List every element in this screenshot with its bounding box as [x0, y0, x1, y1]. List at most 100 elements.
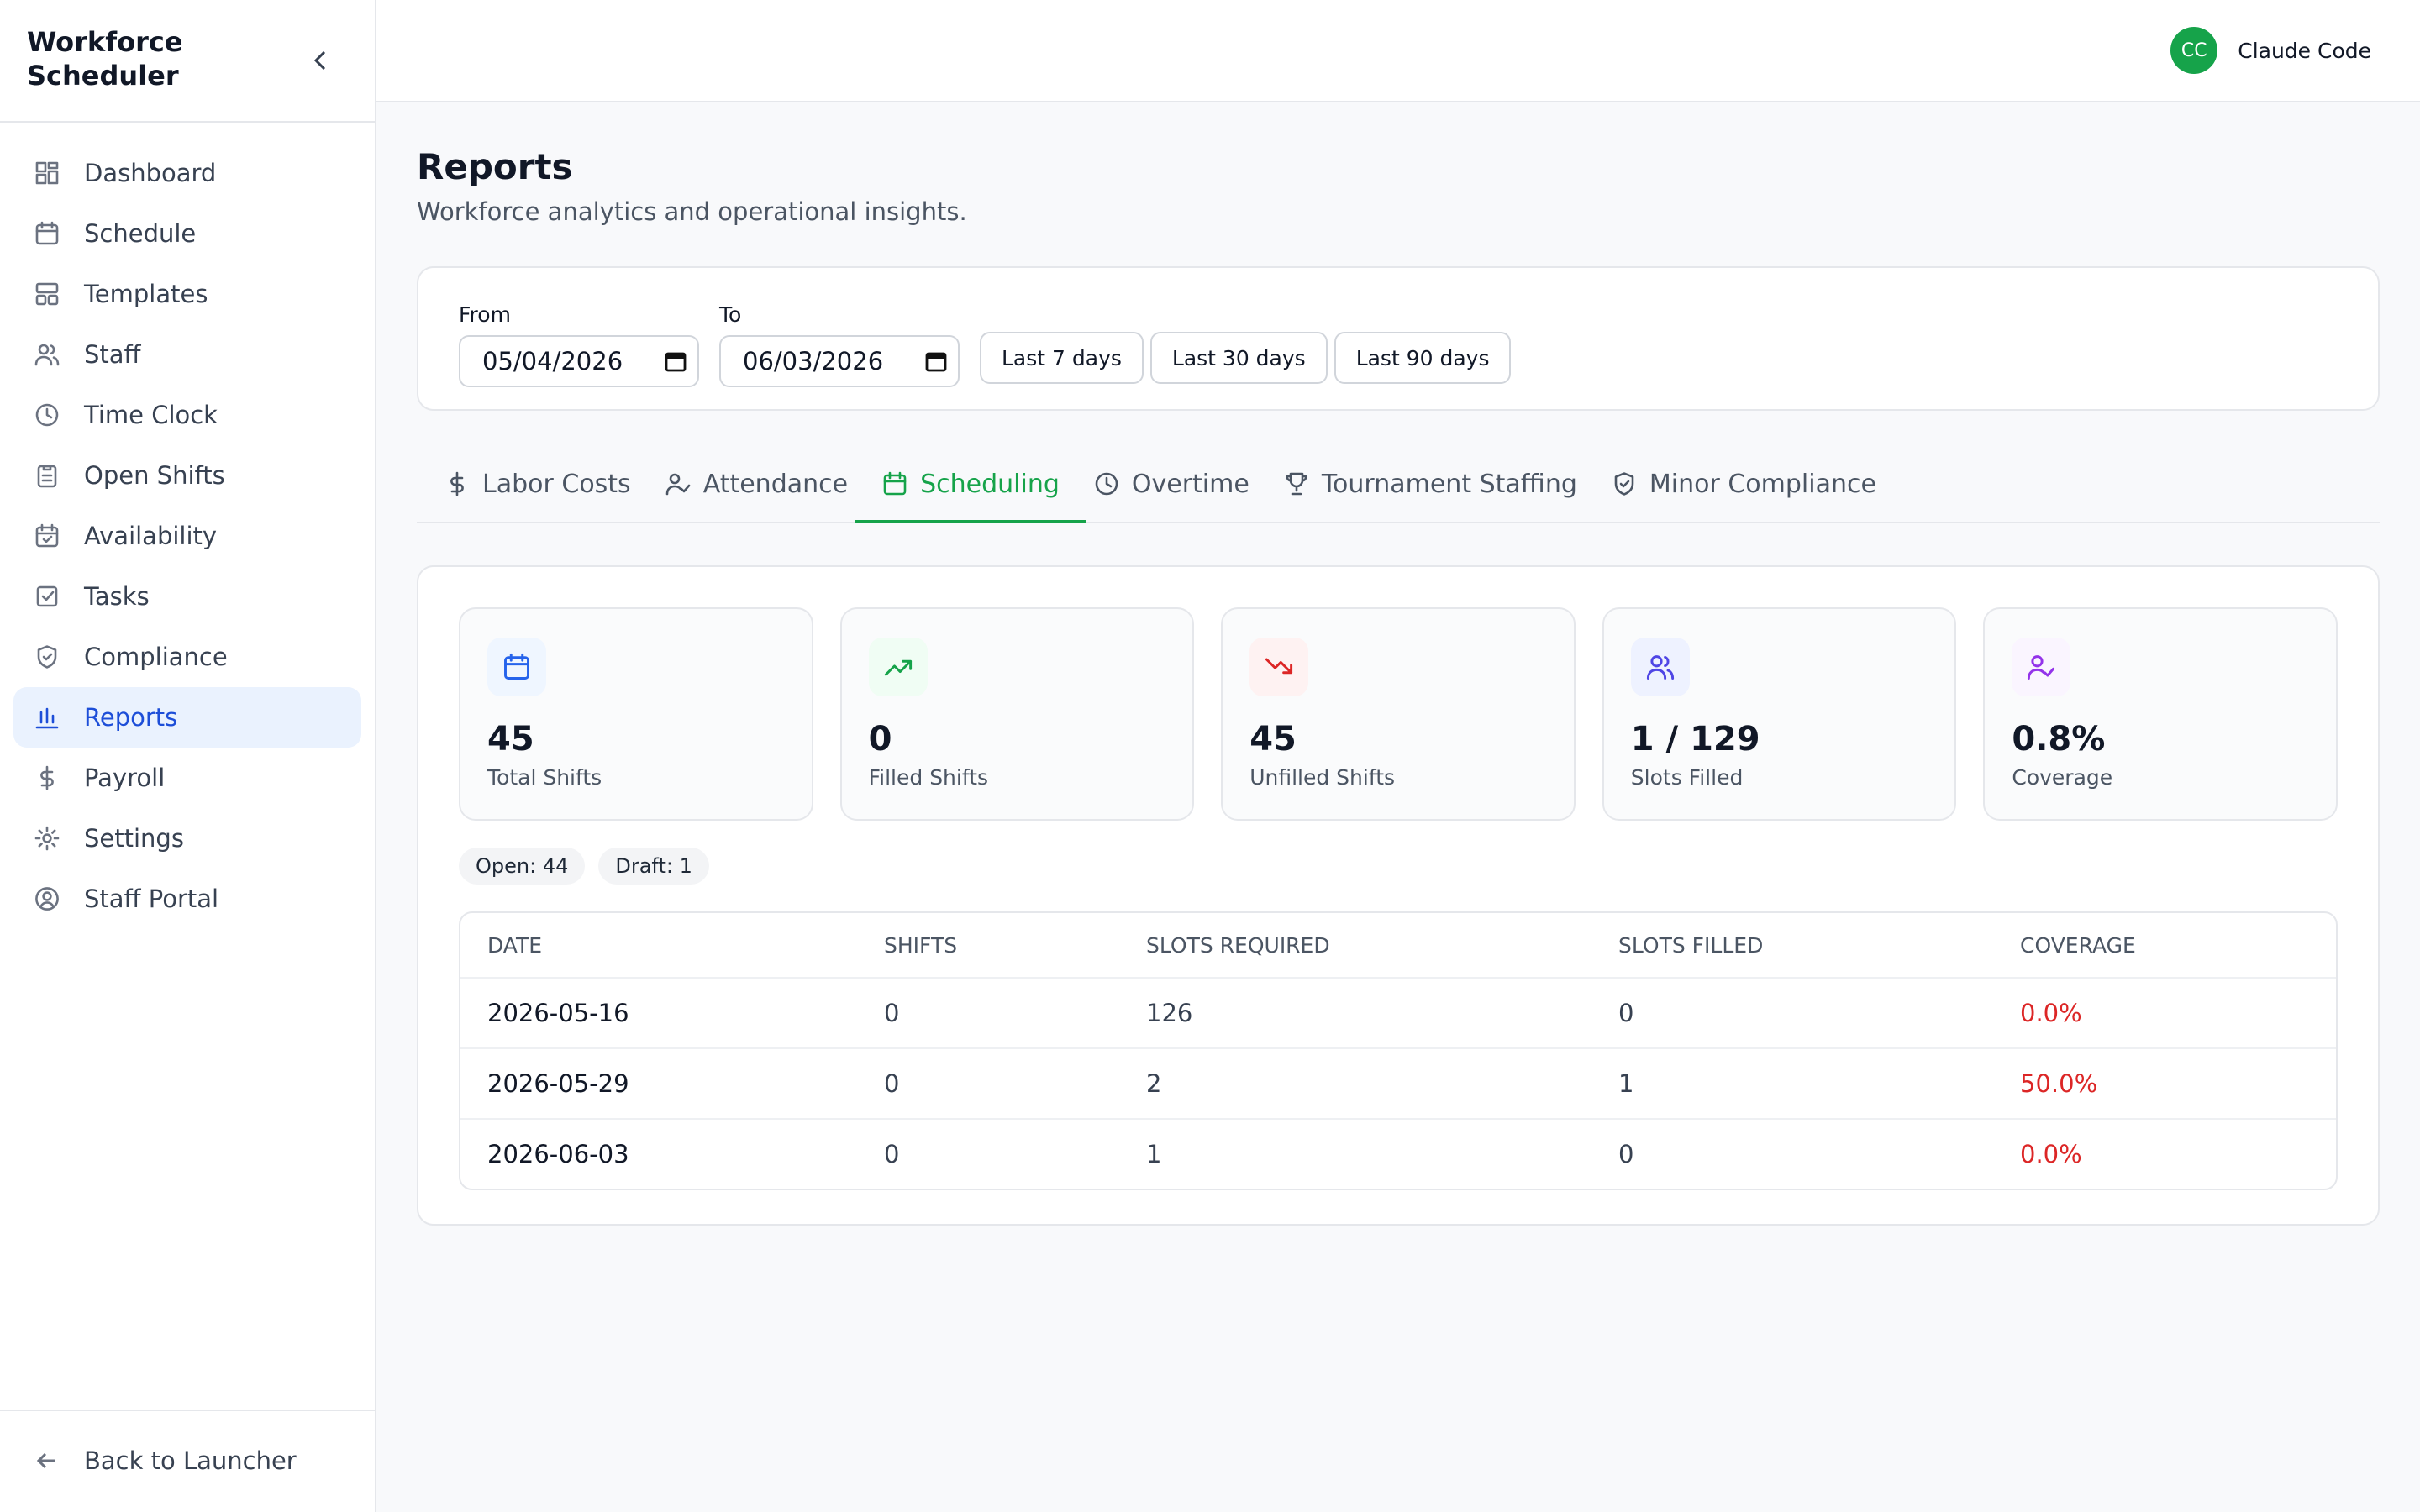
- nav-label: Time Clock: [84, 401, 218, 429]
- column-header: SLOTS FILLED: [1618, 932, 1764, 958]
- nav-item[interactable]: Time Clock: [13, 385, 361, 445]
- page-subtitle: Workforce analytics and operational insi…: [417, 197, 967, 226]
- status-badge: Draft: 1: [598, 848, 709, 885]
- report-card: 45 Total Shifts 0 Filled Shifts 45 Unfilled S…: [417, 565, 2380, 1226]
- table-cell: 126: [1146, 999, 1193, 1027]
- stat-card: 0.8% Coverage: [1983, 607, 2338, 821]
- icon: [35, 523, 59, 548]
- icon: [665, 352, 687, 372]
- from-group: From 05/04/2026: [459, 302, 699, 387]
- stat-card: 45 Unfilled Shifts: [1221, 607, 1576, 821]
- table-row: 2026-05-16 0 126 0 0.0%: [460, 977, 2336, 1047]
- table-cell: 2026-05-16: [487, 999, 629, 1027]
- table-cell: 0.0%: [2020, 999, 2082, 1027]
- icon: [34, 826, 60, 851]
- tab-label: Minor Compliance: [1649, 469, 1876, 499]
- nav-item[interactable]: Templates: [13, 264, 361, 324]
- icon: [35, 707, 59, 729]
- to-input[interactable]: 06/03/2026: [719, 335, 960, 387]
- stat-card: 0 Filled Shifts: [839, 607, 1195, 821]
- topbar: CC Claude Code: [376, 0, 2420, 102]
- nav-label: Schedule: [84, 219, 197, 248]
- nav-label: Reports: [84, 703, 178, 732]
- user-name: Claude Code: [2238, 38, 2371, 63]
- table-cell: 2: [1146, 1069, 1162, 1098]
- icon: [35, 403, 59, 427]
- tab-label: Labor Costs: [482, 469, 631, 499]
- nav-item[interactable]: Availability: [13, 506, 361, 566]
- nav-item[interactable]: Open Shifts: [13, 445, 361, 506]
- nav-item[interactable]: Staff: [13, 324, 361, 385]
- stat-label: Total Shifts: [487, 765, 602, 790]
- tab[interactable]: Overtime: [1093, 448, 1249, 523]
- page-title: Reports: [417, 146, 573, 187]
- back-link[interactable]: Back to Launcher: [0, 1410, 375, 1510]
- column-header: DATE: [487, 932, 543, 958]
- avatar: CC: [2170, 27, 2218, 74]
- preset-button[interactable]: Last 7 days: [980, 332, 1144, 384]
- stat-icon: [1630, 638, 1690, 696]
- user-menu[interactable]: CC Claude Code: [2170, 27, 2371, 74]
- from-input[interactable]: 05/04/2026: [459, 335, 699, 387]
- column-header: SLOTS REQUIRED: [1146, 932, 1330, 958]
- icon: [34, 344, 60, 366]
- stat-label: Slots Filled: [1630, 765, 1744, 790]
- nav-label: Staff: [84, 340, 141, 369]
- date-value: 06/03/2026: [743, 347, 884, 375]
- nav-label: Payroll: [84, 764, 166, 792]
- icon: [2028, 655, 2055, 680]
- stat-value: 0.8%: [2012, 720, 2106, 759]
- nav-label: Open Shifts: [84, 461, 225, 490]
- table-cell: 0: [1618, 1140, 1634, 1168]
- icon: [666, 473, 691, 496]
- nav-item[interactable]: Payroll: [13, 748, 361, 808]
- stat-value: 45: [487, 720, 534, 759]
- table-cell: 0.0%: [2020, 1140, 2082, 1168]
- stat-label: Coverage: [2012, 765, 2113, 790]
- stat-icon: [1249, 638, 1309, 696]
- icon: [883, 471, 907, 496]
- tab[interactable]: Scheduling: [855, 448, 1086, 523]
- nav-label: Tasks: [84, 582, 150, 611]
- preset-button[interactable]: Last 90 days: [1334, 332, 1512, 384]
- table-cell: 1: [1618, 1069, 1634, 1098]
- nav-item[interactable]: Dashboard: [13, 143, 361, 203]
- table-row: 2026-05-29 0 2 1 50.0%: [460, 1047, 2336, 1118]
- tab-label: Tournament Staffing: [1321, 469, 1577, 499]
- status-badge: Open: 44: [459, 848, 586, 885]
- table-cell: 0: [884, 1140, 900, 1168]
- tab[interactable]: Attendance: [665, 448, 848, 523]
- preset-button[interactable]: Last 30 days: [1150, 332, 1328, 384]
- nav-item[interactable]: Reports: [13, 687, 361, 748]
- to-group: To 06/03/2026: [719, 302, 960, 387]
- to-label: To: [719, 302, 742, 327]
- icon: [37, 465, 57, 488]
- tab[interactable]: Tournament Staffing: [1283, 448, 1577, 523]
- table-cell: 1: [1146, 1140, 1162, 1168]
- table-cell: 0: [884, 1069, 900, 1098]
- nav-item[interactable]: Settings: [13, 808, 361, 869]
- icon: [36, 585, 58, 607]
- stat-icon: [868, 638, 928, 696]
- icon: [450, 471, 464, 496]
- nav-label: Settings: [84, 824, 184, 853]
- main: Reports Workforce analytics and operatio…: [417, 101, 2380, 1226]
- icon: [35, 282, 59, 306]
- icon: [36, 1452, 55, 1469]
- nav-label: Staff Portal: [84, 885, 219, 913]
- table-cell: 0: [884, 999, 900, 1027]
- nav-item[interactable]: Staff Portal: [13, 869, 361, 929]
- collapse-button[interactable]: [308, 47, 334, 74]
- nav-item[interactable]: Schedule: [13, 203, 361, 264]
- nav-item[interactable]: Tasks: [13, 566, 361, 627]
- tab[interactable]: Minor Compliance: [1611, 448, 1876, 523]
- icon: [35, 887, 59, 911]
- tab[interactable]: Labor Costs: [444, 448, 631, 523]
- date-value: 05/04/2026: [482, 347, 623, 375]
- icon: [37, 645, 57, 669]
- nav-item[interactable]: Compliance: [13, 627, 361, 687]
- divider: [0, 121, 375, 123]
- from-label: From: [459, 302, 511, 327]
